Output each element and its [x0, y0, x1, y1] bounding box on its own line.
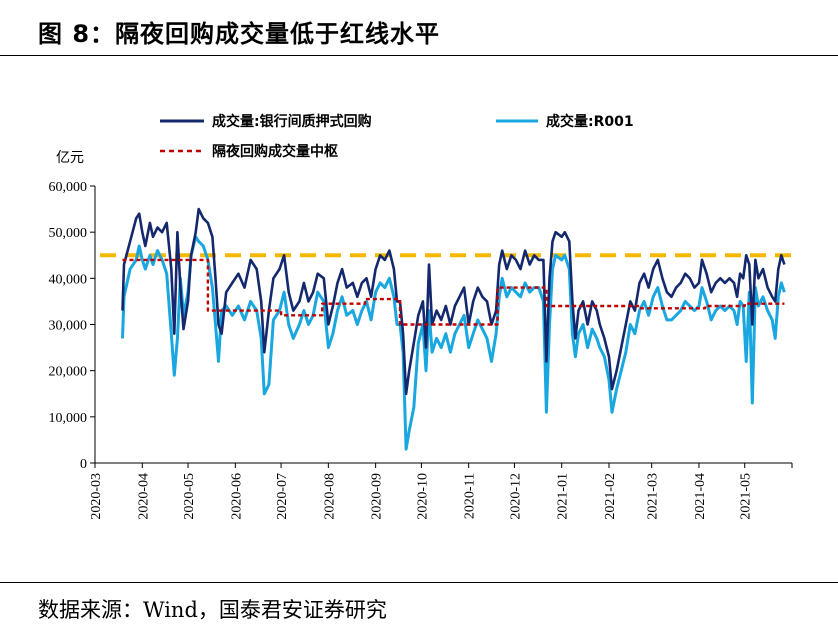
y-axis: 0 10,000 20,000 30,000 40,000 50,000 60,000	[49, 180, 96, 472]
x-tick-label: 2021-01	[556, 473, 571, 520]
figure-title: 图 8：隔夜回购成交量低于红线水平	[38, 20, 441, 48]
x-tick-label: 2020-09	[370, 473, 385, 520]
x-tick-label: 2020-12	[508, 473, 523, 520]
x-axis: 2020-03 2020-04 2020-05 2020-06 2020-07 2020-…	[89, 462, 793, 520]
x-tick-label: 2021-04	[693, 473, 708, 520]
title-rule	[0, 55, 838, 56]
y-axis-unit: 亿元	[56, 150, 84, 166]
y-tick-label: 30,000	[49, 319, 88, 334]
x-tick-label: 2021-03	[646, 473, 661, 520]
source-note: 数据来源：Wind，国泰君安证券研究	[38, 598, 387, 622]
x-tick-label: 2020-03	[89, 473, 104, 520]
y-tick-label: 20,000	[49, 365, 88, 380]
x-tick-label: 2020-08	[322, 473, 337, 520]
x-tick-label: 2020-05	[182, 473, 197, 520]
x-tick-label: 2020-11	[463, 473, 478, 519]
source-rule	[0, 582, 838, 583]
series-line-pivot	[122, 258, 785, 326]
y-tick-label: 60,000	[49, 180, 88, 195]
x-tick-label: 2020-10	[415, 473, 430, 520]
series-line-bank	[121, 207, 786, 396]
plot-area	[100, 207, 792, 451]
legend-label-pivot: 隔夜回购成交量中枢	[212, 143, 338, 160]
x-tick-label: 2021-02	[603, 473, 618, 520]
line-chart: 成交量:银行间质押式回购 成交量:R001 隔夜回购成交量中枢 亿元 0 10,0…	[49, 113, 793, 520]
x-tick-label: 2020-07	[275, 473, 290, 520]
chart-legend: 成交量:银行间质押式回购 成交量:R001 隔夜回购成交量中枢	[160, 113, 634, 160]
legend-label-bank: 成交量:银行间质押式回购	[212, 113, 372, 130]
y-tick-label: 10,000	[49, 411, 88, 426]
legend-label-r001: 成交量:R001	[546, 113, 634, 130]
x-tick-label: 2021-05	[739, 473, 754, 520]
x-tick-label: 2020-04	[136, 473, 151, 520]
y-tick-label: 40,000	[49, 272, 88, 287]
x-tick-label: 2020-06	[229, 473, 244, 520]
series-line-r001	[121, 235, 786, 451]
y-tick-label: 50,000	[49, 226, 88, 241]
y-tick-label: 0	[80, 457, 87, 472]
